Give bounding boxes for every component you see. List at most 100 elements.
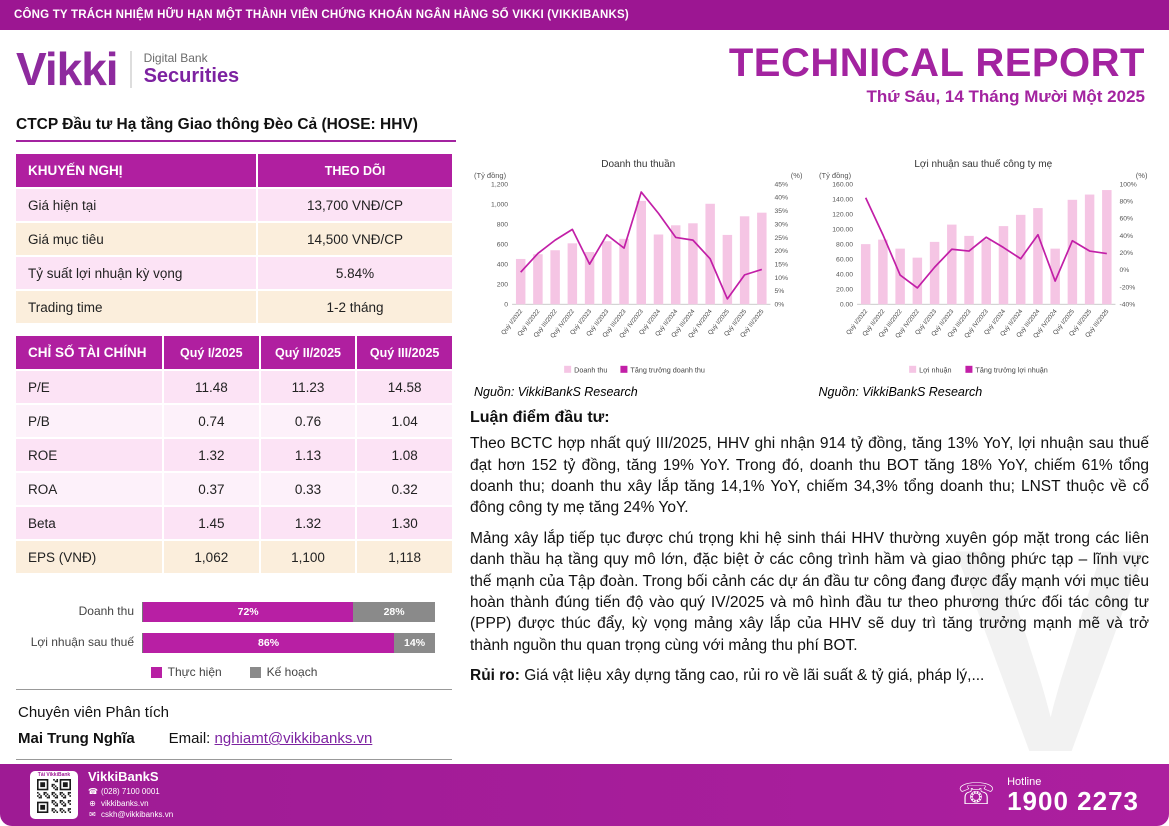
rec-row-label: Trading time — [16, 291, 256, 323]
hotline-text: Hotline 1900 2273 — [1007, 776, 1139, 814]
charts-row: Doanh thu thuần (Tỷ đồng) (%) 0 200 400 600 800… — [470, 154, 1151, 399]
mail-icon: ✉ — [89, 810, 96, 820]
hotline-label: Hotline — [1007, 776, 1042, 788]
qr-label: Tải VikkiBank — [37, 771, 71, 778]
footer-hotline: ☏ Hotline 1900 2273 — [958, 776, 1139, 814]
right-column: Doanh thu thuần (Tỷ đồng) (%) 0 200 400 600 800… — [470, 154, 1151, 760]
analyst-line: Mai Trung Nghĩa Email: nghiamt@vikkibank… — [18, 730, 452, 747]
plan-chart-legend: Thực hiện Kế hoạch — [16, 665, 452, 679]
svg-text:Lợi nhuận: Lợi nhuận — [919, 365, 951, 374]
fin-row-value: 1,062 — [164, 541, 259, 573]
svg-text:20%: 20% — [774, 248, 788, 255]
hotline-phone-icon: ☏ — [957, 778, 996, 811]
thesis-paragraphs: Theo BCTC hợp nhất quý III/2025, HHV ghi… — [470, 433, 1149, 656]
svg-text:400: 400 — [497, 261, 509, 268]
plan-legend-swatch — [150, 666, 162, 678]
footer-brand: VikkiBankS — [88, 769, 159, 785]
svg-text:-20%: -20% — [1119, 284, 1135, 291]
thesis-paragraph: Theo BCTC hợp nhất quý III/2025, HHV ghi… — [470, 435, 1149, 517]
svg-text:5%: 5% — [774, 288, 784, 295]
svg-text:30%: 30% — [774, 221, 788, 228]
footer-website[interactable]: vikkibanks.vn — [101, 798, 149, 808]
risk-paragraph: Rủi ro: Giá vật liệu xây dựng tăng cao, … — [470, 665, 1149, 686]
fin-row-value: 14.58 — [357, 371, 452, 403]
svg-text:800: 800 — [497, 221, 509, 228]
svg-text:160.00: 160.00 — [832, 181, 853, 188]
analyst-heading: Chuyên viên Phân tích — [18, 704, 169, 721]
thesis-heading: Luận điểm đầu tư: — [470, 409, 610, 427]
svg-text:(%): (%) — [1135, 171, 1147, 180]
rec-row-value: 13,700 VNĐ/CP — [258, 189, 452, 221]
footer-phone-line: ☎ (028) 7100 0001 — [88, 786, 173, 798]
logo-securities: Securities — [143, 64, 240, 87]
thesis-paragraph: Mảng xây lắp tiếp tục được chú trọng khi… — [470, 529, 1149, 654]
plan-chart-rows: Doanh thu 72% 28% Lợi nhuận sau thuế 86% 14% — [16, 602, 452, 653]
svg-text:Doanh thu thuần: Doanh thu thuần — [601, 158, 675, 170]
vikki-logo: Vikki Digital Bank Securities — [16, 46, 239, 92]
svg-text:-40%: -40% — [1119, 302, 1135, 309]
svg-text:(%): (%) — [791, 171, 803, 180]
company-title: CTCP Đầu tư Hạ tầng Giao thông Đèo Cả (H… — [16, 116, 418, 133]
plan-row-label: Doanh thu — [78, 604, 134, 619]
svg-text:120.00: 120.00 — [832, 211, 853, 218]
svg-text:10%: 10% — [774, 275, 788, 282]
fin-row-label: ROE — [16, 439, 162, 471]
fin-row-value: 0.37 — [164, 473, 259, 505]
left-column: KHUYẾN NGHỊ THEO DÕI Giá hiện tại 13,700 … — [16, 154, 452, 760]
svg-text:600: 600 — [497, 241, 509, 248]
analyst-email-link[interactable]: nghiamt@vikkibanks.vn — [214, 730, 373, 747]
svg-text:25%: 25% — [774, 235, 788, 242]
svg-text:40%: 40% — [1119, 233, 1133, 240]
svg-text:20%: 20% — [1119, 250, 1133, 257]
svg-text:60%: 60% — [1119, 216, 1133, 223]
svg-text:80.00: 80.00 — [836, 241, 853, 248]
fin-row-value: 1.13 — [260, 439, 356, 471]
svg-text:0%: 0% — [774, 302, 784, 309]
qr-code: Tải VikkiBank — [30, 771, 78, 819]
profit-chart-canvas: Lợi nhuận sau thuế công ty mẹ (Tỷ đồng) (%… — [815, 154, 1152, 385]
fin-row-value: 0.76 — [260, 405, 356, 437]
logo-wordmark: Vikki — [16, 43, 119, 95]
svg-text:Doanh thu: Doanh thu — [574, 365, 607, 374]
plan-segment: 14% — [394, 633, 435, 653]
svg-text:0.00: 0.00 — [839, 302, 852, 309]
rec-row-value: 14,500 VNĐ/CP — [258, 223, 452, 255]
risk-text: Giá vật liệu xây dựng tăng cao, rủi ro v… — [519, 667, 985, 685]
revenue-chart: Doanh thu thuần (Tỷ đồng) (%) 0 200 400 600 800… — [470, 154, 807, 399]
plan-row: Lợi nhuận sau thuế 86% 14% — [16, 633, 452, 653]
plan-legend-label: Kế hoạch — [266, 665, 318, 679]
plan-row-track: 72% 28% — [142, 602, 435, 622]
plan-legend-label: Thực hiện — [167, 665, 222, 679]
analyst-block: Chuyên viên Phân tích Mai Trung Nghĩa Em… — [16, 696, 452, 760]
fin-header-q1: Quý I/2025 — [164, 336, 259, 369]
recommendation-table: KHUYẾN NGHỊ THEO DÕI Giá hiện tại 13,700 … — [16, 154, 452, 323]
financial-ratios-table: CHỈ SỐ TÀI CHÍNH Quý I/2025 Quý II/2025 … — [16, 336, 452, 573]
profit-chart: Lợi nhuận sau thuế công ty mẹ (Tỷ đồng) (%… — [815, 154, 1152, 399]
svg-text:140.00: 140.00 — [832, 196, 853, 203]
fin-row-value: 1.32 — [164, 439, 259, 471]
top-bar: CÔNG TY TRÁCH NHIỆM HỮU HẠN MỘT THÀNH VI… — [0, 0, 1169, 30]
svg-text:100.00: 100.00 — [832, 226, 853, 233]
svg-text:80%: 80% — [1119, 199, 1133, 206]
analyst-email: Email: nghiamt@vikkibanks.vn — [169, 730, 373, 747]
rec-row-value: 1-2 tháng — [258, 291, 452, 323]
fin-row-value: 1,118 — [357, 541, 452, 573]
svg-text:60.00: 60.00 — [836, 256, 853, 263]
investment-thesis: Luận điểm đầu tư: Theo BCTC hợp nhất quý… — [470, 409, 1151, 686]
plan-row-label: Lợi nhuận sau thuế — [30, 635, 134, 650]
svg-text:200: 200 — [497, 281, 509, 288]
plan-vs-actual-chart: Doanh thu 72% 28% Lợi nhuận sau thuế 86% 14% … — [16, 587, 452, 690]
svg-text:1,000: 1,000 — [491, 201, 508, 208]
svg-text:Tăng trưởng doanh thu: Tăng trưởng doanh thu — [630, 365, 704, 374]
fin-header-q2: Quý II/2025 — [260, 336, 356, 369]
fin-row-value: 1.08 — [357, 439, 452, 471]
fin-row-value: 11.48 — [164, 371, 259, 403]
footer-email[interactable]: cskh@vikkibanks.vn — [101, 810, 174, 820]
fin-header-metric: CHỈ SỐ TÀI CHÍNH — [16, 336, 162, 369]
footer-contact: VikkiBankS ☎ (028) 7100 0001 ⊕ vikkibank… — [88, 769, 173, 821]
plan-legend-item: Thực hiện — [150, 665, 222, 679]
profit-chart-source: Nguồn: VikkiBankS Research — [818, 385, 983, 400]
fin-header-q3: Quý III/2025 — [357, 336, 452, 369]
fin-row-value: 1.04 — [357, 405, 452, 437]
